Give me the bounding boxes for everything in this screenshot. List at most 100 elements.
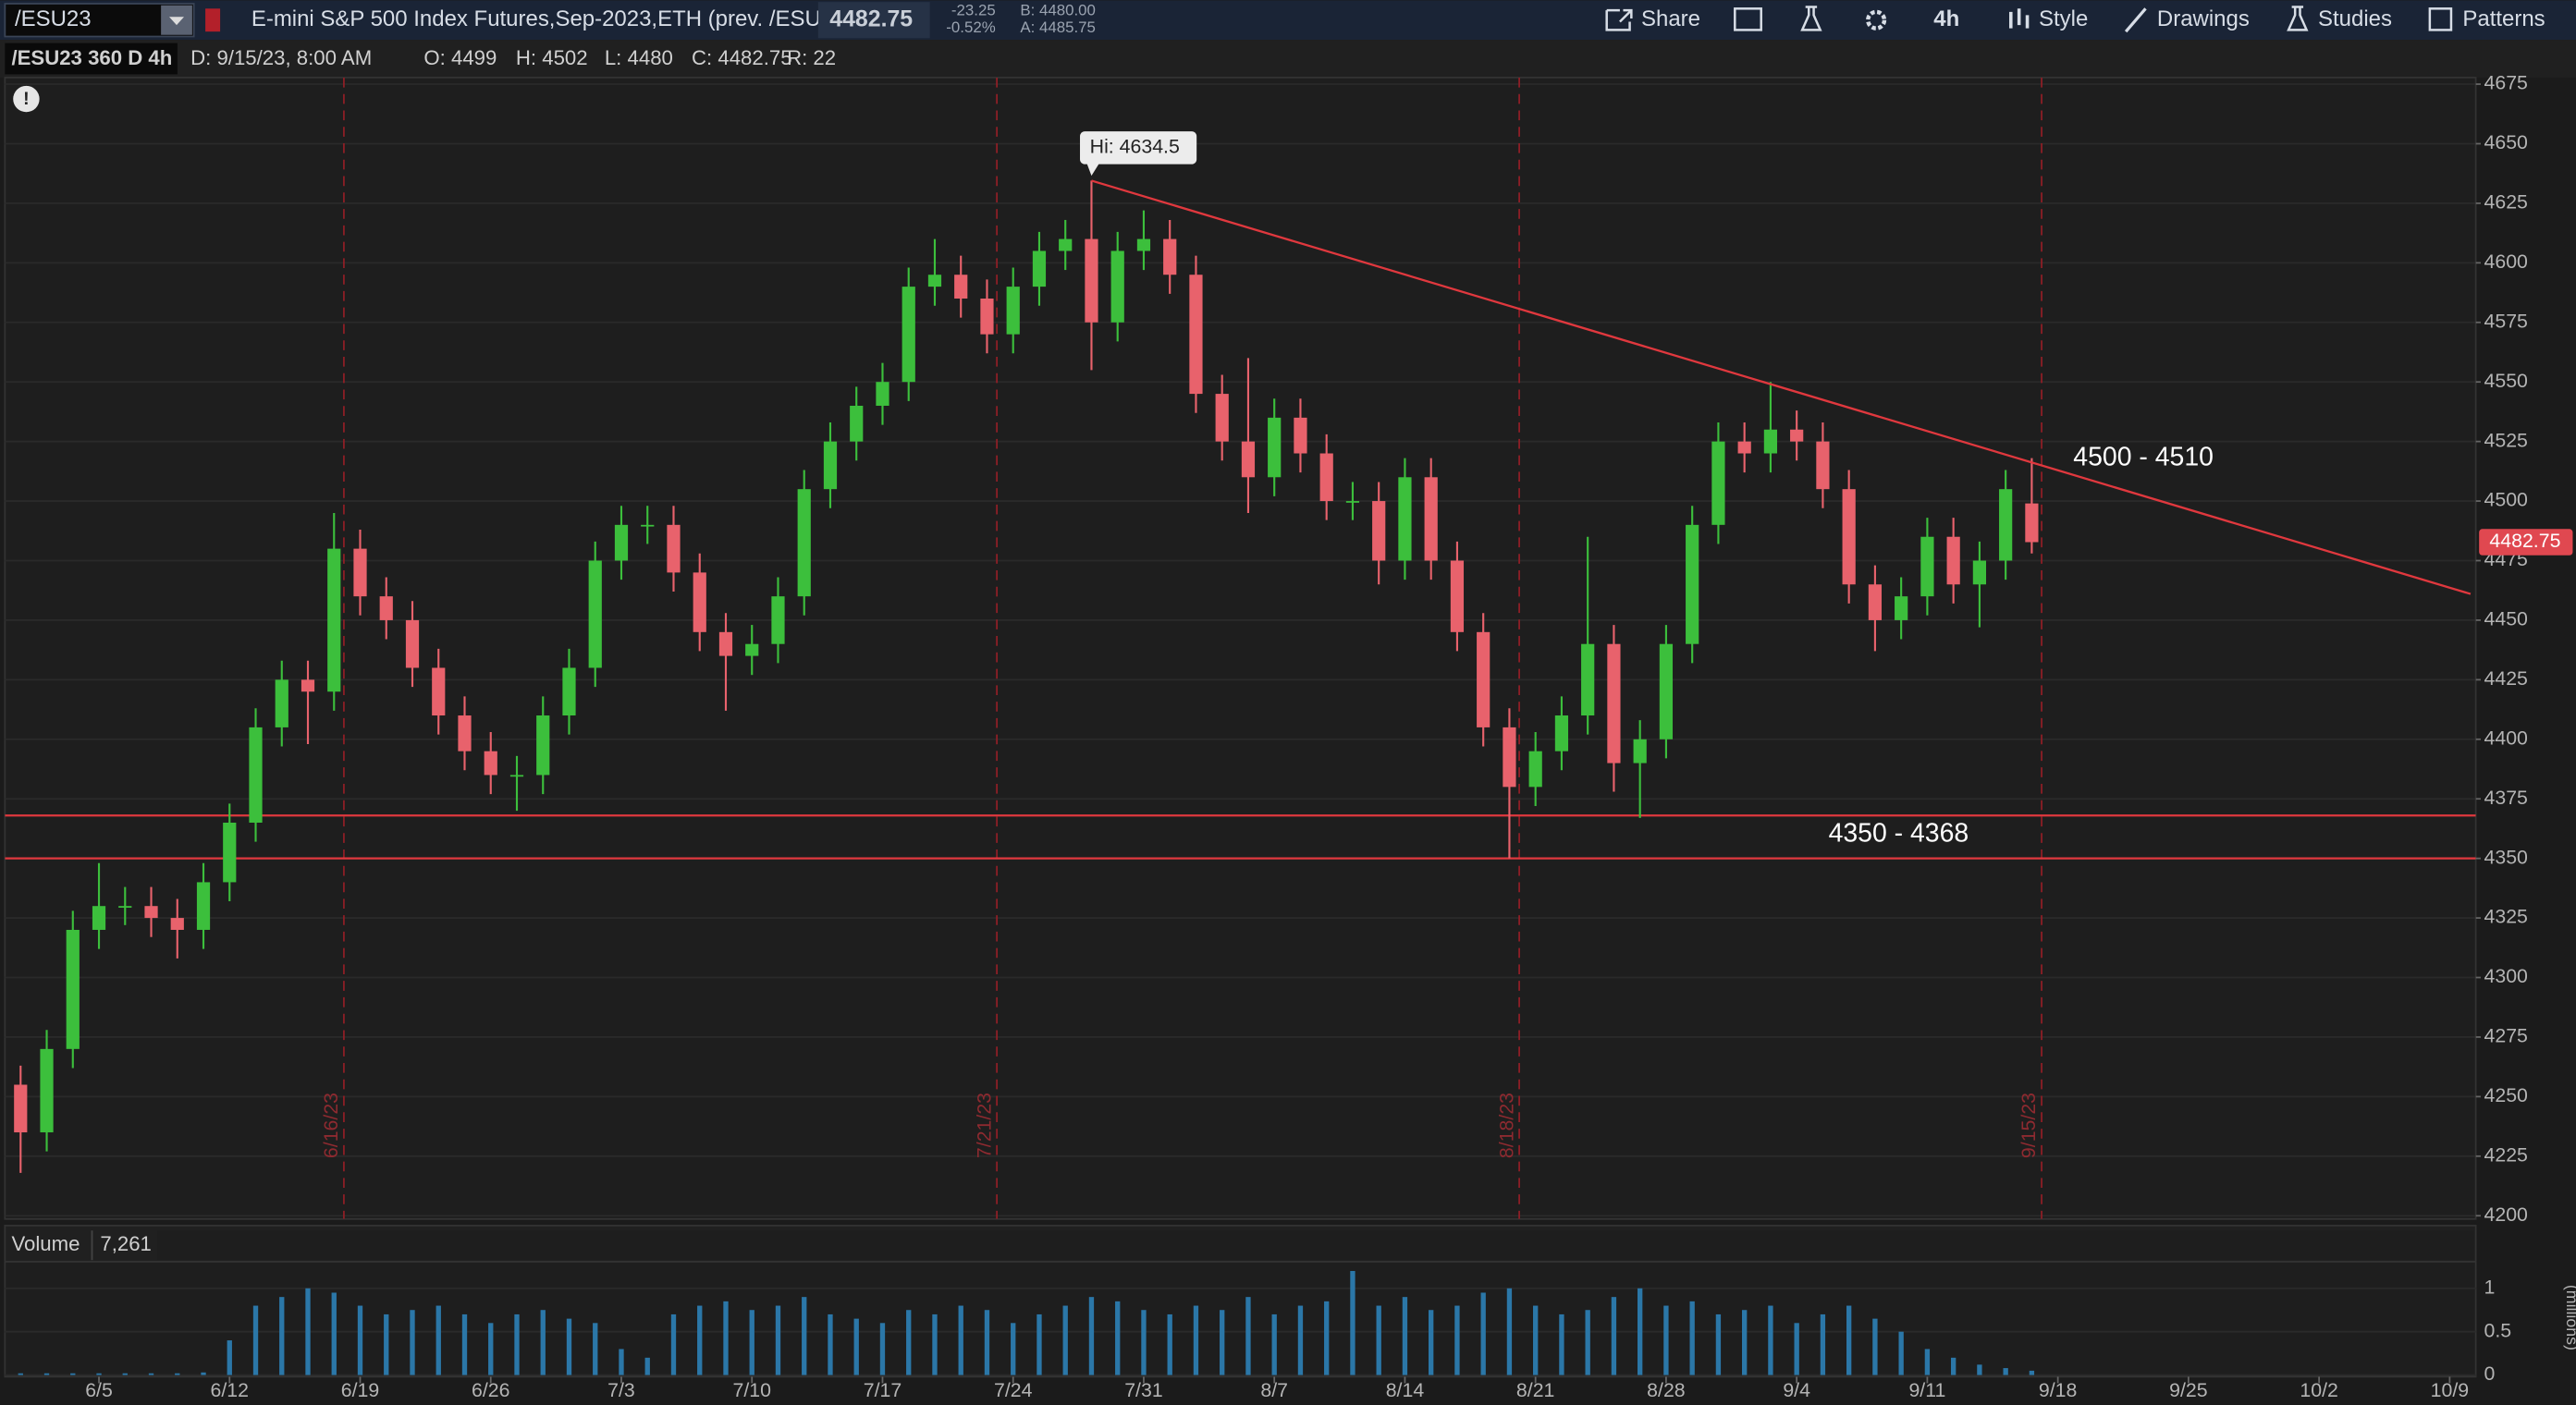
alert-mark: ! xyxy=(23,89,30,109)
volume-bar xyxy=(1585,1310,1590,1375)
flask-icon[interactable] xyxy=(1800,6,1822,31)
candle-body xyxy=(484,751,497,776)
volume-bar xyxy=(1846,1305,1852,1375)
style-button[interactable]: Style xyxy=(2039,6,2088,31)
x-tick-label: 8/28 xyxy=(1647,1379,1685,1401)
candle-body xyxy=(980,298,994,335)
volume-bar xyxy=(252,1305,259,1375)
candle-body xyxy=(1503,727,1516,788)
share-icon xyxy=(1605,8,1633,31)
volume-bar xyxy=(1480,1292,1486,1375)
candle-body xyxy=(92,906,106,930)
bar-high: H: 4502 xyxy=(516,46,588,69)
volume-bar xyxy=(305,1288,311,1375)
candle-body xyxy=(1895,596,1908,620)
volume-bar xyxy=(1062,1305,1068,1375)
alert-icon[interactable] xyxy=(13,85,40,113)
candle-body xyxy=(536,715,550,776)
hi-bubble xyxy=(1080,131,1197,165)
volume-bar xyxy=(201,1372,206,1375)
style-icon xyxy=(2009,8,2030,29)
x-tick-label: 9/25 xyxy=(2169,1379,2207,1401)
candle-body xyxy=(1999,489,2013,561)
toolbar xyxy=(0,0,2576,41)
candle-body xyxy=(66,929,80,1049)
volume-bar xyxy=(1037,1313,1042,1375)
volume-bar xyxy=(43,1373,50,1375)
y-tick-label: 4650 xyxy=(2484,131,2529,153)
studies-icon xyxy=(2287,6,2309,31)
volume-pane xyxy=(4,1261,2477,1378)
snapshot-icon[interactable] xyxy=(1734,7,1762,31)
bar-low: L: 4480 xyxy=(605,46,673,69)
volume-bar xyxy=(749,1310,754,1375)
candle-body xyxy=(327,548,341,692)
candle-body xyxy=(562,667,576,716)
x-tick-label: 8/21 xyxy=(1516,1379,1554,1401)
studies-button[interactable]: Studies xyxy=(2318,6,2392,31)
candle-body xyxy=(14,1084,28,1133)
candle-body xyxy=(876,382,889,406)
level-label: 4350 - 4368 xyxy=(1829,819,1969,849)
volume-bar xyxy=(331,1292,337,1375)
volume-bar xyxy=(1924,1349,1931,1375)
link-indicator[interactable] xyxy=(205,8,221,32)
volume-bar xyxy=(514,1313,520,1375)
volume-bar xyxy=(879,1323,886,1375)
timeframe-button[interactable]: 4h xyxy=(1933,6,1959,31)
drawings-button[interactable]: Drawings xyxy=(2157,6,2250,31)
volume-bar xyxy=(1429,1310,1434,1375)
bar-close: C: 4482.75 xyxy=(692,46,792,69)
candle-body xyxy=(1424,477,1438,561)
candle-body xyxy=(667,524,681,573)
change-pct: -0.52% xyxy=(946,18,995,36)
candle-body xyxy=(379,596,393,620)
bar-range: R: 22 xyxy=(787,46,836,69)
volume-tick-label: 0 xyxy=(2484,1362,2496,1385)
settings-icon[interactable] xyxy=(1865,9,1887,31)
volume-bar xyxy=(723,1301,729,1375)
share-button[interactable]: Share xyxy=(1605,6,1700,31)
candle-body xyxy=(902,287,915,383)
candle-body xyxy=(144,906,158,919)
trendline-label: 4500 - 4510 xyxy=(2073,443,2214,472)
candle-body xyxy=(1477,631,1490,727)
volume-bar xyxy=(932,1313,938,1375)
volume-bar xyxy=(540,1310,546,1375)
candle-body xyxy=(1659,643,1674,739)
candle-body xyxy=(745,643,759,656)
patterns-button[interactable]: Patterns xyxy=(2462,6,2545,31)
volume-bar xyxy=(2029,1370,2035,1375)
volume-bar xyxy=(1167,1313,1172,1375)
x-tick-label: 9/18 xyxy=(2039,1379,2077,1401)
candle-body xyxy=(1450,560,1465,632)
volume-bar xyxy=(593,1323,598,1375)
volume-bar xyxy=(488,1323,494,1375)
candle-body xyxy=(1215,394,1229,442)
candle-body xyxy=(432,667,446,716)
candle-body xyxy=(1920,536,1934,597)
y-tick-label: 4525 xyxy=(2484,429,2528,451)
volume-bar xyxy=(279,1297,285,1375)
overlay: 4200 4225 4250 4275 4300 4325 4350 4375 4400 4425… xyxy=(5,72,2573,1401)
volume-bar xyxy=(435,1305,441,1375)
volume-bar xyxy=(1245,1297,1251,1375)
volume-bar xyxy=(2003,1368,2008,1375)
change: -23.25 xyxy=(951,1,996,18)
y-tick-label: 4575 xyxy=(2484,310,2528,332)
candle-body xyxy=(223,822,237,883)
volume-bar xyxy=(1950,1357,1957,1375)
trendline xyxy=(1091,179,2472,595)
volume-bar xyxy=(175,1373,180,1375)
candle-body xyxy=(1528,751,1542,788)
header-row xyxy=(0,40,2576,78)
last-price-box xyxy=(817,2,930,39)
candle-body xyxy=(1633,739,1647,764)
volume-bar xyxy=(1638,1288,1643,1375)
candle-body xyxy=(641,524,655,527)
last-price-tag-label: 4482.75 xyxy=(2489,530,2560,552)
volume-bar xyxy=(1088,1297,1095,1375)
candle-body xyxy=(275,679,288,727)
volume-bar xyxy=(697,1305,703,1375)
